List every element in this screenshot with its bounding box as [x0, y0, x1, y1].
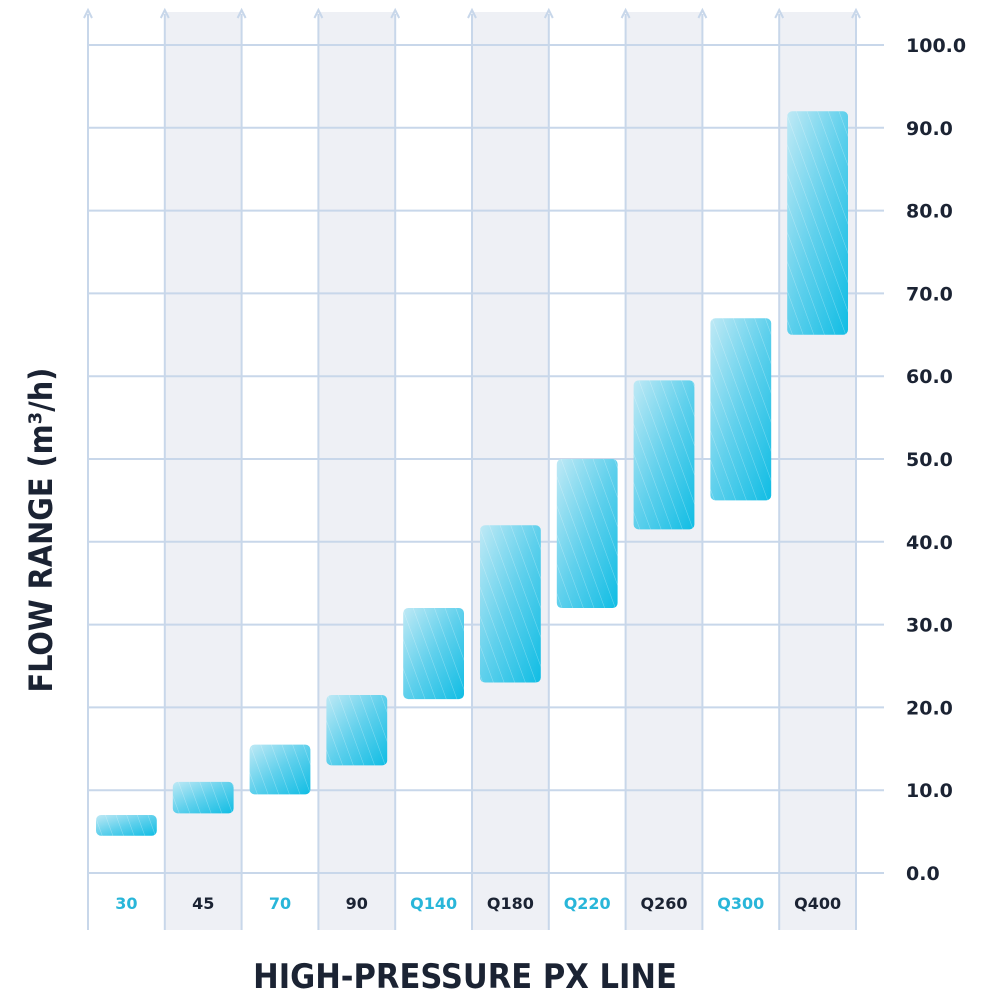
arrow-up-icon — [697, 7, 708, 19]
range-bar — [96, 815, 157, 836]
column-band — [318, 12, 396, 930]
y-tick-label: 0.0 — [906, 863, 940, 885]
x-category-label: Q140 — [410, 894, 457, 913]
column-arrows — [83, 7, 861, 930]
arrow-up-icon — [543, 7, 554, 19]
x-category-label: 45 — [192, 894, 214, 913]
y-tick-label: 40.0 — [906, 532, 953, 554]
arrow-up-icon — [236, 7, 247, 19]
arrow-up-icon — [467, 7, 477, 19]
range-bar — [710, 318, 772, 501]
x-category-label: 70 — [269, 894, 291, 913]
y-axis-title: FLOW RANGE (m³/h) — [22, 368, 60, 693]
range-bar — [633, 380, 695, 530]
y-tick-label: 60.0 — [906, 366, 953, 388]
range-bars — [96, 111, 848, 836]
x-category-label: Q400 — [794, 894, 841, 913]
arrow-up-icon — [851, 7, 861, 19]
column-bands — [164, 12, 856, 930]
y-tick-label: 80.0 — [906, 201, 953, 223]
arrow-up-icon — [620, 7, 631, 19]
y-tick-label: 100.0 — [906, 35, 966, 57]
y-tick-label: 30.0 — [906, 615, 953, 637]
x-axis-title: HIGH-PRESSURE PX LINE — [253, 957, 677, 997]
x-category-label: 90 — [346, 894, 368, 913]
range-bar — [249, 744, 311, 795]
range-bar — [480, 525, 541, 683]
range-bar — [326, 694, 388, 766]
x-category-label: Q220 — [564, 894, 611, 913]
y-tick-label: 50.0 — [906, 449, 953, 471]
x-category-label: 30 — [115, 894, 137, 913]
y-tick-label: 70.0 — [906, 283, 953, 305]
x-category-label: Q300 — [717, 894, 764, 913]
arrow-up-icon — [83, 7, 93, 19]
range-bar — [172, 781, 234, 814]
x-category-label: Q180 — [487, 894, 534, 913]
column-band — [472, 12, 549, 930]
arrow-up-icon — [390, 7, 401, 19]
range-bar — [403, 608, 464, 700]
column-band — [164, 12, 242, 930]
x-category-labels: 30 45 70 90 Q140 Q180 Q220 Q260 Q300 Q400 — [115, 894, 841, 913]
y-tick-labels: 0.0 10.0 20.0 30.0 40.0 50.0 60.0 70.0 80.0 90.0 1… — [906, 35, 966, 885]
arrow-up-icon — [774, 7, 785, 19]
x-category-label: Q260 — [641, 894, 688, 913]
arrow-up-icon — [159, 7, 170, 19]
y-tick-label: 20.0 — [906, 697, 953, 719]
range-bar — [787, 111, 848, 335]
range-bar — [556, 459, 618, 609]
arrow-up-icon — [313, 7, 324, 19]
y-tick-label: 10.0 — [906, 780, 953, 802]
y-tick-label: 90.0 — [906, 118, 953, 140]
